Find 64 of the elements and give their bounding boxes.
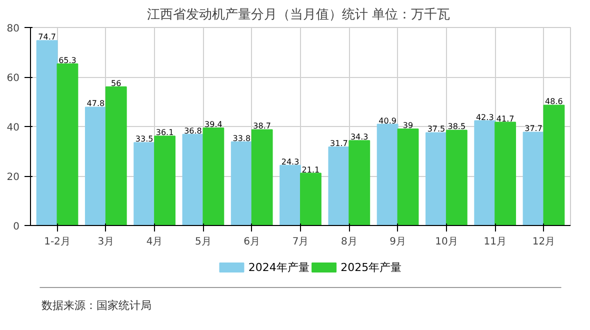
data-label: 65.3 [58,56,76,65]
bar [474,120,496,226]
bar [522,132,544,226]
x-tick-label: 4月 [146,236,163,248]
bar [105,86,127,226]
bar [397,128,419,226]
data-label: 24.3 [281,157,300,166]
data-label: 36.8 [184,126,202,136]
bar [230,141,252,226]
data-label: 33.8 [232,134,251,143]
data-label: 40.9 [378,116,396,126]
bar [56,63,78,226]
bar [280,164,301,226]
data-label: 33.5 [135,134,154,144]
bar [300,172,322,226]
x-tick-label: 8月 [340,236,358,248]
bar [36,40,58,226]
legend-label: 2025年产量 [340,261,402,274]
bar [182,134,204,226]
x-tick-label: 11月 [484,236,506,248]
x-tick-label: 10月 [435,236,458,248]
x-tick-label: 6月 [244,236,260,248]
data-label: 39 [402,120,414,130]
y-tick-label: 40 [6,122,20,134]
x-tick-label: 9月 [390,236,406,248]
x-tick-label: 7月 [292,236,309,248]
bar [376,124,398,226]
y-tick-label: 0 [13,222,20,232]
data-label: 21.1 [302,165,320,174]
bar [328,146,350,226]
data-label: 47.8 [86,99,105,108]
y-tick-label: 20 [6,172,20,183]
chart-title: 江西省发动机产量分月（当月值）统计 单位：万千瓦 [146,8,450,22]
bar [154,136,176,226]
data-label: 38.7 [253,122,271,131]
bar [202,127,224,226]
y-tick-label: 60 [6,73,20,84]
data-label: 41.7 [496,114,514,124]
bar [134,142,156,226]
data-label: 42.3 [476,112,494,122]
x-tick-label: 3月 [98,236,114,248]
bar [348,140,370,226]
data-label: 74.7 [38,32,56,42]
data-label: 36.1 [156,128,174,138]
x-tick-label: 5月 [195,236,212,248]
data-label: 37.5 [427,124,446,134]
bar [543,104,565,226]
y-tick-label: 80 [6,24,20,34]
bar [494,122,516,226]
data-label: 48.6 [545,97,563,106]
data-label: 38.5 [448,122,466,132]
bar [446,130,468,226]
data-label: 34.3 [350,132,368,142]
x-tick-label: 1-2月 [44,236,70,248]
bar [426,132,447,226]
data-label: 37.7 [524,124,542,134]
x-tick-label: 12月 [532,236,556,248]
data-label: 56 [111,78,122,88]
bar [251,129,273,226]
data-label: 39.4 [204,120,222,129]
source-note: 数据来源：国家统计局 [42,299,152,312]
data-label: 31.7 [330,139,348,148]
bar [84,106,106,226]
legend-label: 2024年产量 [248,261,310,274]
